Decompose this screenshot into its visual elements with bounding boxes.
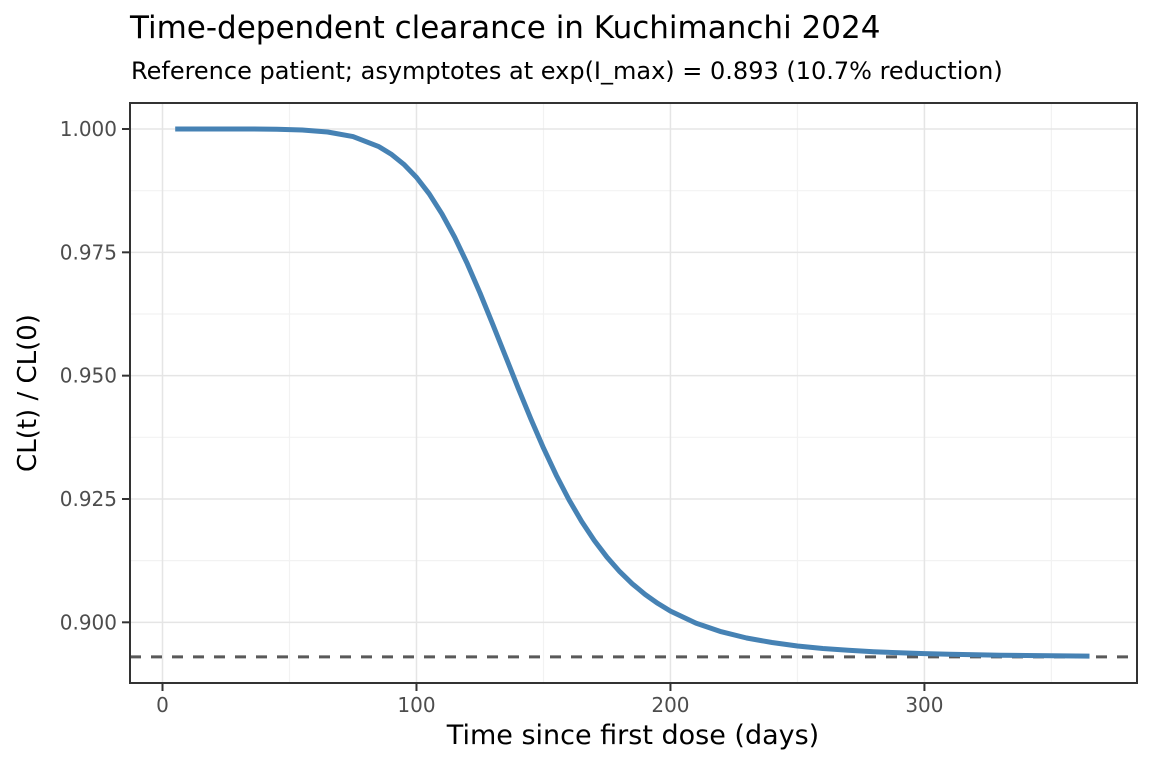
- x-tick-label: 0: [156, 693, 169, 717]
- x-tick-label: 300: [905, 693, 943, 717]
- chart-title: Time-dependent clearance in Kuchimanchi …: [129, 10, 880, 46]
- panel-background: [130, 103, 1137, 683]
- y-tick-label: 0.925: [60, 487, 117, 511]
- y-axis-title: CL(t) / CL(0): [13, 314, 43, 472]
- chart-layer: 0 100 200 300 1.000 0.975 0.950 0.925 0.900: [60, 102, 1138, 717]
- x-tick-label: 100: [397, 693, 435, 717]
- chart-subtitle: Reference patient; asymptotes at exp(I_m…: [131, 57, 1003, 85]
- y-tick-label: 0.900: [60, 610, 117, 634]
- x-axis-title: Time since first dose (days): [446, 720, 819, 751]
- y-tick-label: 0.975: [60, 240, 117, 264]
- x-tick-label: 200: [651, 693, 689, 717]
- clearance-curve: [175, 126, 1090, 659]
- panel-border: [129, 102, 1138, 684]
- y-tick-label: 1.000: [60, 117, 117, 141]
- y-tick-label: 0.950: [60, 364, 117, 388]
